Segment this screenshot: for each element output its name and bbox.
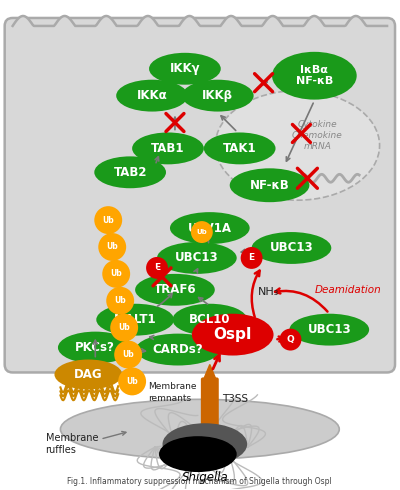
Circle shape bbox=[102, 260, 130, 288]
Circle shape bbox=[241, 247, 262, 269]
Text: Ub: Ub bbox=[110, 270, 122, 278]
Ellipse shape bbox=[157, 242, 237, 274]
Circle shape bbox=[114, 341, 142, 368]
Text: OspI: OspI bbox=[214, 327, 252, 342]
Ellipse shape bbox=[94, 156, 166, 188]
Text: DAG: DAG bbox=[74, 368, 103, 381]
Text: Deamidation: Deamidation bbox=[314, 285, 381, 295]
Text: CARDs?: CARDs? bbox=[153, 343, 203, 356]
Text: E: E bbox=[248, 253, 255, 263]
Text: MALT1: MALT1 bbox=[114, 313, 156, 326]
Circle shape bbox=[106, 287, 134, 315]
FancyBboxPatch shape bbox=[5, 18, 395, 372]
Text: Ub: Ub bbox=[114, 296, 126, 305]
Ellipse shape bbox=[252, 232, 331, 264]
Text: IKKα: IKKα bbox=[137, 89, 168, 102]
Text: NF-κB: NF-κB bbox=[250, 179, 290, 192]
Circle shape bbox=[118, 368, 146, 395]
Circle shape bbox=[280, 329, 302, 350]
Text: Ub: Ub bbox=[126, 377, 138, 386]
Circle shape bbox=[146, 257, 168, 279]
Text: NH₃: NH₃ bbox=[258, 287, 279, 297]
Ellipse shape bbox=[182, 80, 254, 112]
Ellipse shape bbox=[172, 304, 247, 336]
Text: IKKβ: IKKβ bbox=[202, 89, 233, 102]
Ellipse shape bbox=[159, 436, 237, 472]
Ellipse shape bbox=[215, 91, 380, 200]
Ellipse shape bbox=[162, 423, 247, 465]
Text: TAB1: TAB1 bbox=[151, 142, 185, 155]
Circle shape bbox=[98, 233, 126, 261]
Ellipse shape bbox=[132, 132, 204, 164]
Text: TAK1: TAK1 bbox=[223, 142, 256, 155]
Text: IκBα
NF-κB: IκBα NF-κB bbox=[296, 65, 333, 86]
Text: Fig.1. Inflammatory suppression mechanism of Shigella through OspI: Fig.1. Inflammatory suppression mechanis… bbox=[68, 477, 332, 486]
Ellipse shape bbox=[96, 304, 174, 336]
Text: UBC13: UBC13 bbox=[270, 242, 313, 254]
Ellipse shape bbox=[58, 332, 133, 364]
Ellipse shape bbox=[136, 334, 220, 366]
Circle shape bbox=[94, 206, 122, 234]
Ellipse shape bbox=[204, 132, 276, 164]
Text: T3SS: T3SS bbox=[222, 394, 248, 404]
Text: Membrane
ruffles: Membrane ruffles bbox=[46, 433, 98, 455]
Text: Shigella: Shigella bbox=[182, 470, 228, 484]
Ellipse shape bbox=[60, 399, 339, 459]
Text: UBC13: UBC13 bbox=[175, 251, 219, 265]
Text: Ub: Ub bbox=[118, 323, 130, 332]
Text: UEV1A: UEV1A bbox=[188, 221, 232, 235]
FancyBboxPatch shape bbox=[201, 377, 219, 431]
Text: TAB2: TAB2 bbox=[113, 166, 147, 179]
Text: PKCs?: PKCs? bbox=[75, 341, 115, 354]
Ellipse shape bbox=[116, 80, 188, 112]
Text: BCL10: BCL10 bbox=[189, 313, 230, 326]
Text: IKKγ: IKKγ bbox=[170, 62, 200, 75]
Text: Ub: Ub bbox=[106, 243, 118, 251]
Polygon shape bbox=[203, 365, 217, 381]
Text: Ub: Ub bbox=[122, 350, 134, 359]
Text: UBC13: UBC13 bbox=[308, 323, 351, 336]
Circle shape bbox=[191, 221, 213, 243]
Text: Ub: Ub bbox=[102, 216, 114, 224]
Text: E: E bbox=[154, 264, 160, 272]
Text: TRAF6: TRAF6 bbox=[154, 283, 196, 296]
Text: Membrane
remnants: Membrane remnants bbox=[148, 382, 196, 402]
Text: Q: Q bbox=[286, 335, 294, 344]
Text: Cytokine
Chemokine
mRNA: Cytokine Chemokine mRNA bbox=[292, 120, 343, 151]
Ellipse shape bbox=[170, 212, 250, 244]
Ellipse shape bbox=[230, 169, 309, 202]
Ellipse shape bbox=[135, 274, 215, 306]
Ellipse shape bbox=[290, 314, 369, 345]
Ellipse shape bbox=[272, 52, 357, 99]
Ellipse shape bbox=[54, 360, 122, 390]
Text: Ub: Ub bbox=[196, 229, 207, 235]
Ellipse shape bbox=[149, 53, 221, 85]
Ellipse shape bbox=[192, 314, 274, 356]
Circle shape bbox=[110, 314, 138, 342]
